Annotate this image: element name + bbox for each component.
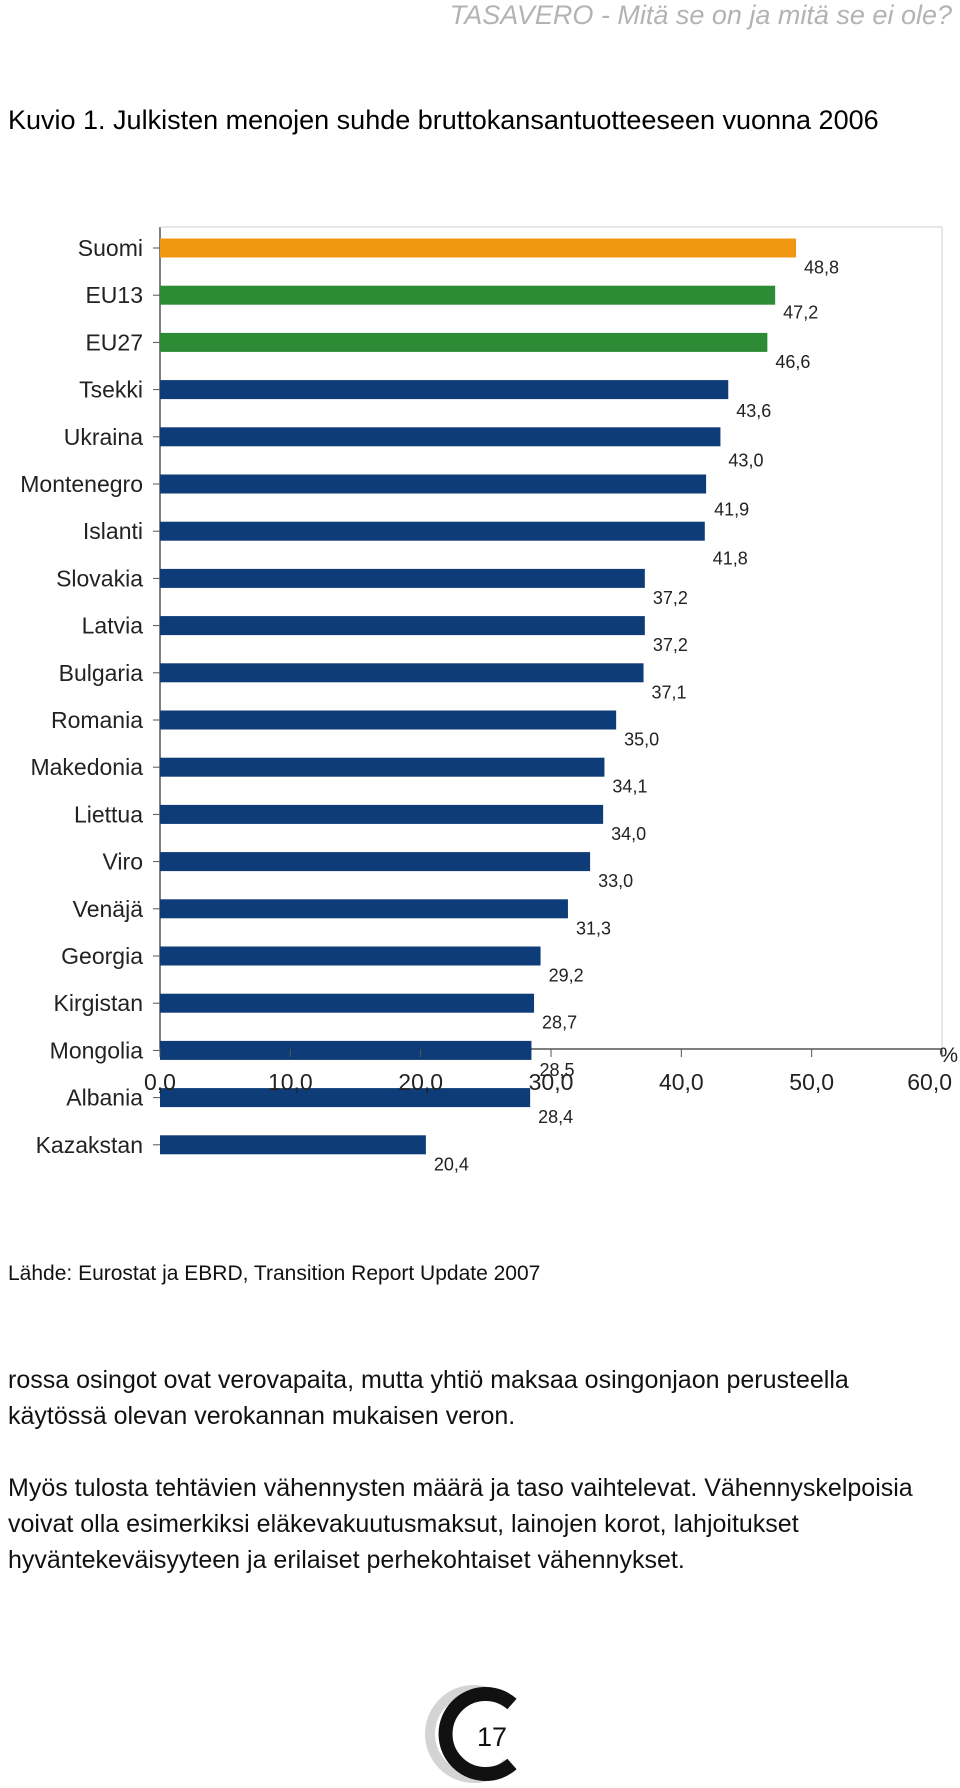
- category-label: Romania: [51, 707, 143, 733]
- value-label: 28,7: [542, 1013, 577, 1033]
- category-label: Suomi: [78, 235, 143, 261]
- category-label: Montenegro: [20, 471, 143, 497]
- value-label: 35,0: [624, 730, 659, 750]
- bar: [160, 238, 797, 258]
- bar: [160, 427, 721, 447]
- category-label: Mongolia: [50, 1037, 144, 1063]
- bar: [160, 993, 535, 1013]
- chart-bars: [160, 238, 797, 1155]
- bar: [160, 1088, 531, 1108]
- category-label: Albania: [66, 1085, 143, 1111]
- value-label: 41,9: [714, 500, 749, 520]
- category-label: Venäjä: [73, 896, 144, 922]
- value-label: 43,6: [736, 401, 771, 421]
- category-label: Slovakia: [56, 565, 143, 591]
- category-label: Bulgaria: [59, 660, 144, 686]
- x-tick-label: 50,0: [789, 1069, 834, 1095]
- value-label: 43,0: [728, 450, 763, 470]
- logo-c-black: [438, 1687, 517, 1781]
- x-unit-label: %: [939, 1044, 958, 1067]
- value-label: 46,6: [775, 352, 810, 372]
- value-label: 29,2: [549, 966, 584, 986]
- category-label: EU27: [85, 329, 143, 355]
- x-tick-label: 20,0: [398, 1069, 443, 1095]
- bar: [160, 332, 768, 352]
- category-label: Ukraina: [64, 424, 143, 450]
- bar: [160, 1135, 426, 1155]
- figure-title: Kuvio 1. Julkisten menojen suhde bruttok…: [8, 105, 879, 135]
- category-label: EU13: [85, 282, 143, 308]
- value-label: 48,8: [804, 258, 839, 278]
- running-header: TASAVERO - Mitä se on ja mitä se ei ole?: [449, 0, 952, 30]
- category-label: Kazakstan: [36, 1132, 143, 1158]
- bar: [160, 568, 645, 588]
- category-label: Liettua: [74, 801, 143, 827]
- category-label: Georgia: [61, 943, 143, 969]
- category-label: Islanti: [83, 518, 143, 544]
- x-tick-label: 0,0: [144, 1069, 176, 1095]
- bar: [160, 1040, 532, 1060]
- body-paragraph-1: rossa osingot ovat verovapaita, mutta yh…: [8, 1366, 849, 1430]
- value-label: 31,3: [576, 918, 611, 938]
- x-tick-label: 40,0: [659, 1069, 704, 1095]
- category-label: Tsekki: [79, 377, 143, 403]
- bar: [160, 757, 605, 777]
- body-paragraph-2: Myös tulosta tehtävien vähennysten määrä…: [8, 1474, 913, 1574]
- value-label: 28,5: [539, 1060, 574, 1080]
- x-tick-label: 30,0: [529, 1069, 574, 1095]
- value-label: 20,4: [434, 1154, 469, 1174]
- bar: [160, 616, 645, 636]
- category-label: Makedonia: [30, 754, 143, 780]
- value-label: 47,2: [783, 303, 818, 323]
- value-label: 37,1: [652, 682, 687, 702]
- source-note: Lähde: Eurostat ja EBRD, Transition Repo…: [8, 1262, 541, 1285]
- x-tick-label: 10,0: [268, 1069, 313, 1095]
- category-label: Latvia: [82, 613, 144, 639]
- chart-labels: Suomi 48,8 EU13 47,2 EU27 46,6 Tsekki 43,6 Ukrai…: [20, 235, 958, 1174]
- value-label: 34,1: [612, 777, 647, 797]
- value-label: 28,4: [538, 1107, 573, 1127]
- value-label: 34,0: [611, 824, 646, 844]
- page-number-logo: 17: [425, 1685, 523, 1783]
- bar: [160, 380, 729, 400]
- bar: [160, 521, 705, 541]
- bar: [160, 663, 644, 683]
- value-label: 37,2: [653, 588, 688, 608]
- category-label: Kirgistan: [54, 990, 143, 1016]
- x-tick-label: 60,0: [907, 1069, 952, 1095]
- bar: [160, 474, 707, 494]
- bar: [160, 946, 541, 966]
- category-label: Viro: [103, 849, 144, 875]
- bar-chart: Suomi 48,8 EU13 47,2 EU27 46,6 Tsekki 43,6 Ukrai…: [20, 226, 958, 1174]
- bar: [160, 852, 591, 872]
- bar: [160, 804, 604, 824]
- value-label: 37,2: [653, 635, 688, 655]
- value-label: 33,0: [598, 871, 633, 891]
- bar: [160, 285, 776, 305]
- page-number: 17: [477, 1722, 507, 1752]
- bar: [160, 710, 617, 730]
- value-label: 41,8: [713, 549, 748, 569]
- chart-ticks: 0,0 10,0 20,0 30,0 40,0 50,0 60,0: [144, 247, 952, 1146]
- bar: [160, 899, 568, 919]
